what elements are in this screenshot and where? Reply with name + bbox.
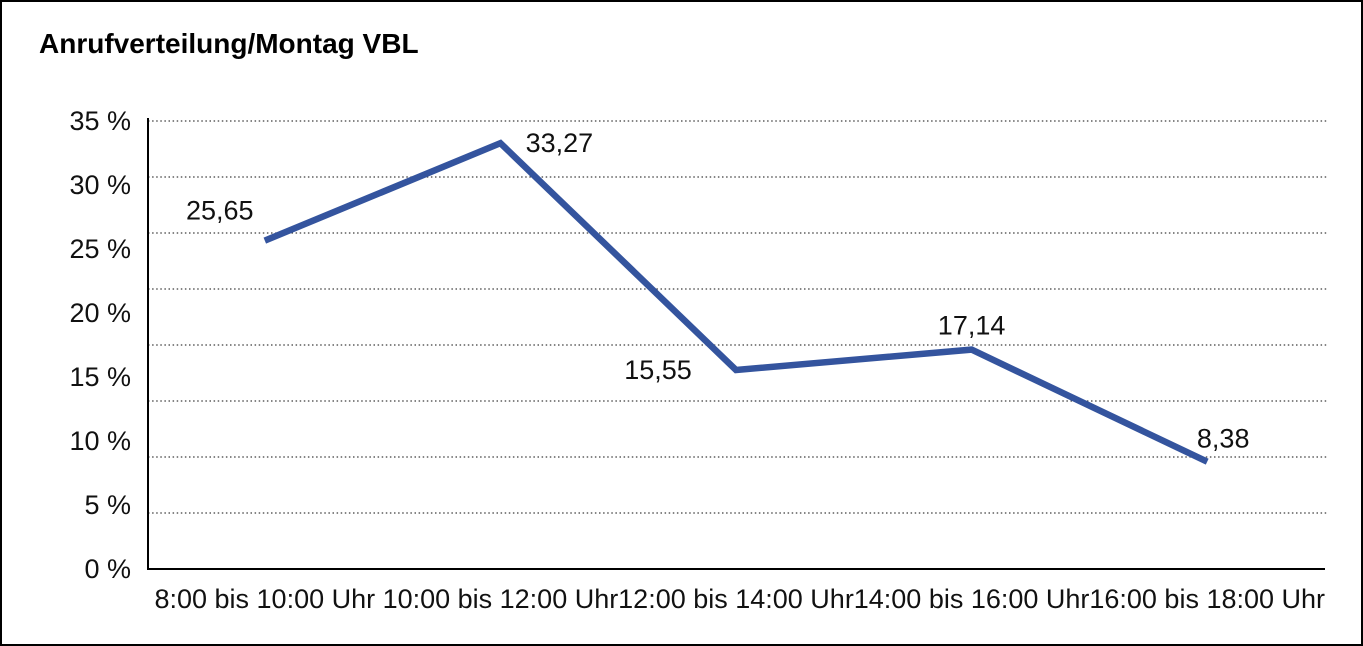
x-category-label: 12:00 bis 14:00 Uhr bbox=[618, 584, 854, 614]
y-tick-label: 0 % bbox=[84, 554, 131, 584]
x-category-label: 10:00 bis 12:00 Uhr bbox=[383, 584, 619, 614]
chart-title: Anrufverteilung/Montag VBL bbox=[39, 28, 419, 59]
data-line bbox=[263, 139, 1209, 465]
data-point-label: 8,38 bbox=[1197, 424, 1250, 454]
x-category-label: 14:00 bis 16:00 Uhr bbox=[854, 584, 1090, 614]
y-tick-label: 15 % bbox=[69, 362, 131, 392]
x-category-label: 16:00 bis 18:00 Uhr bbox=[1089, 584, 1325, 614]
y-tick-label: 5 % bbox=[84, 490, 131, 520]
data-point-label: 25,65 bbox=[186, 196, 254, 226]
y-tick-label: 30 % bbox=[69, 170, 131, 200]
y-tick-label: 35 % bbox=[69, 106, 131, 136]
data-point-label: 17,14 bbox=[938, 311, 1006, 341]
y-tick-label: 20 % bbox=[69, 298, 131, 328]
data-point-label: 15,55 bbox=[624, 355, 692, 385]
data-point-label: 33,27 bbox=[526, 128, 594, 158]
x-category-label: 8:00 bis 10:00 Uhr bbox=[154, 584, 375, 614]
y-tick-label: 25 % bbox=[69, 234, 131, 264]
y-tick-label: 10 % bbox=[69, 426, 131, 456]
